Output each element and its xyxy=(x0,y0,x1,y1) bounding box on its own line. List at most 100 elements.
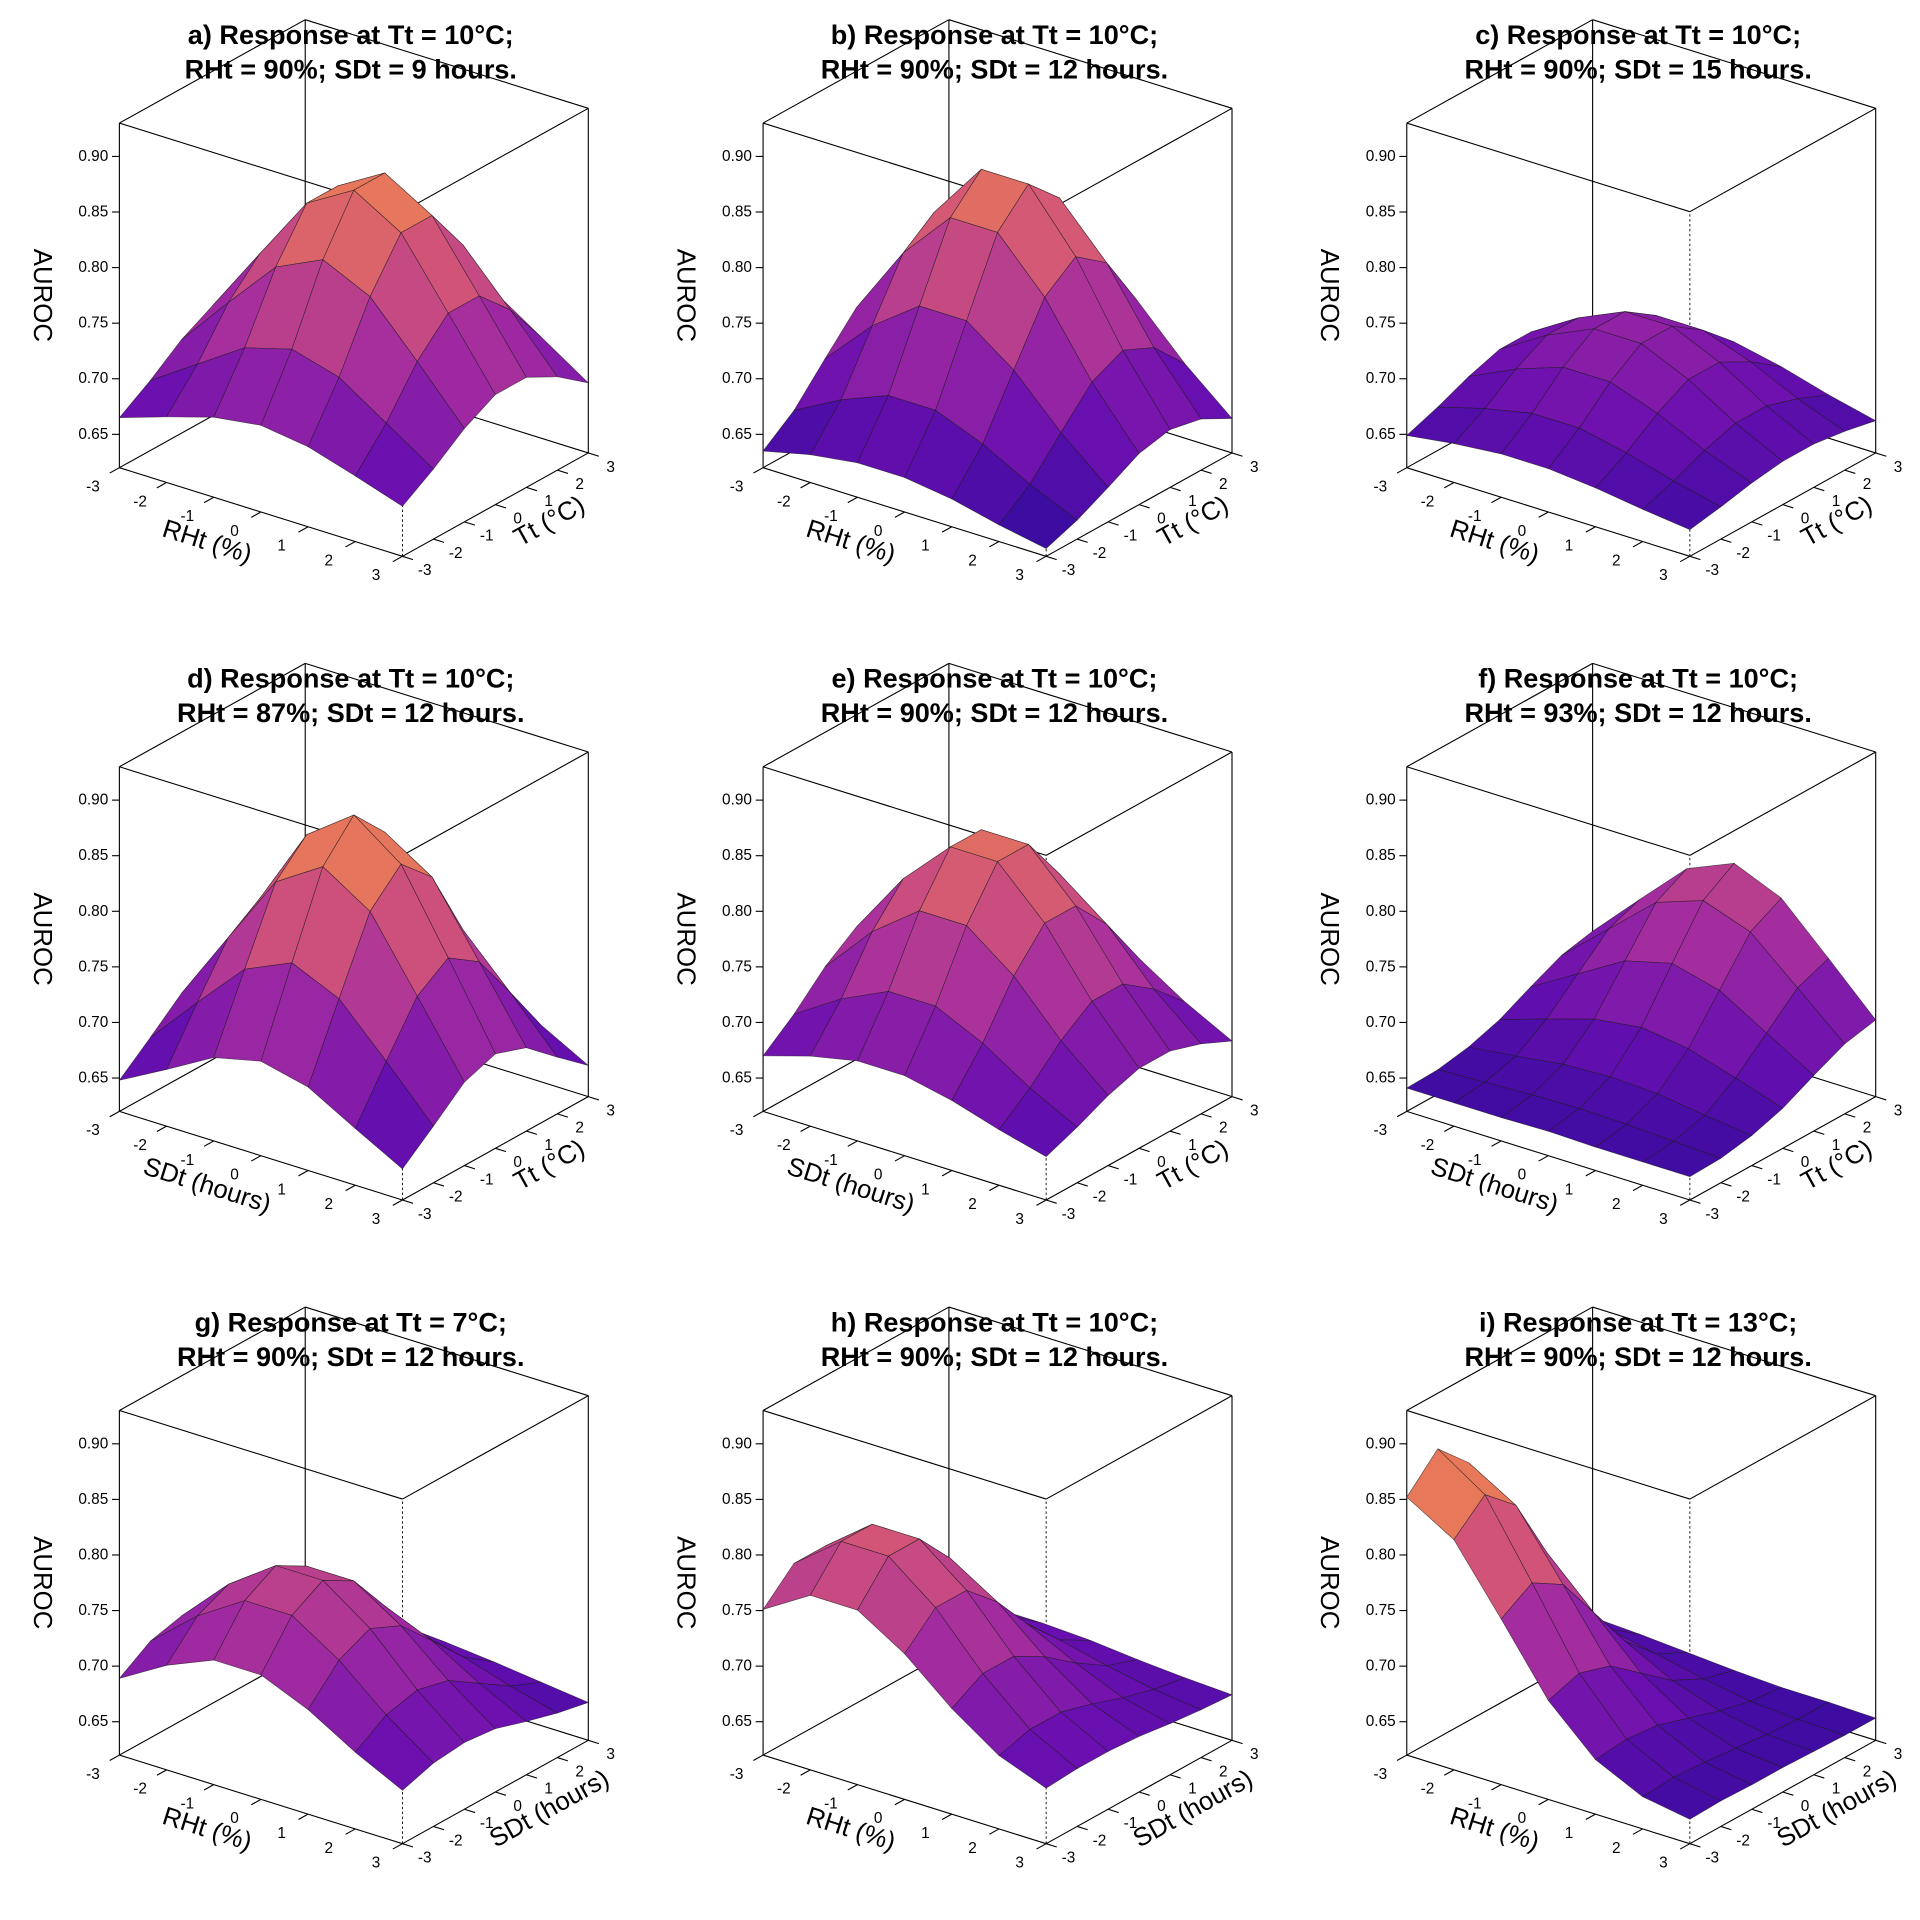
x-tick-label: -1 xyxy=(824,508,838,525)
y-tick-label: -3 xyxy=(1705,1206,1719,1223)
y-tick-label: -3 xyxy=(418,1206,432,1223)
y-tick-label: 2 xyxy=(1219,1120,1228,1137)
box-edge xyxy=(1406,19,1593,124)
y-tick-label: 3 xyxy=(1894,1746,1903,1763)
x-tick-label: 0 xyxy=(1518,1167,1527,1184)
x-tick xyxy=(109,1754,120,1761)
y-tick xyxy=(1076,538,1088,543)
y-tick xyxy=(557,1113,569,1118)
y-tick-label: 0 xyxy=(1801,1154,1810,1171)
y-tick xyxy=(1169,1774,1181,1779)
panel-title: i) Response at Tt = 13°C; xyxy=(1479,1306,1797,1337)
y-tick-label: -2 xyxy=(449,1189,463,1206)
y-tick xyxy=(495,504,507,509)
x-tick-label: 3 xyxy=(1659,1211,1668,1228)
panel-title: f) Response at Tt = 10°C; xyxy=(1478,663,1798,694)
y-tick xyxy=(1076,1182,1088,1187)
x-tick-label: 0 xyxy=(1518,523,1527,540)
panel-title: d) Response at Tt = 10°C; xyxy=(187,663,514,694)
y-axis-line xyxy=(1689,1739,1876,1845)
x-tick xyxy=(894,1155,905,1162)
y-axis-label: SDt (hours) xyxy=(485,1765,614,1854)
panel-title: c) Response at Tt = 10°C; xyxy=(1475,19,1801,50)
box-edge xyxy=(119,662,306,768)
z-axis-label: AUROC xyxy=(28,892,56,985)
y-tick-label: -3 xyxy=(1062,562,1076,579)
y-tick xyxy=(1045,1199,1057,1204)
x-tick xyxy=(250,1155,262,1162)
x-tick xyxy=(753,467,764,474)
x-tick-label: 3 xyxy=(1015,1211,1024,1228)
y-tick-label: -1 xyxy=(1767,528,1781,545)
y-tick-label: -3 xyxy=(1062,1850,1076,1867)
x-tick xyxy=(847,496,858,504)
y-tick xyxy=(1107,1808,1119,1814)
y-tick xyxy=(1169,486,1181,492)
x-tick xyxy=(1036,1199,1047,1206)
y-tick-label: -1 xyxy=(1767,1171,1781,1188)
z-tick-label: 0.90 xyxy=(1366,148,1396,165)
x-tick-label: -2 xyxy=(133,493,147,510)
y-tick xyxy=(557,469,569,474)
z-tick-label: 0.85 xyxy=(1366,1491,1396,1508)
y-tick xyxy=(1844,469,1856,474)
z-tick-label: 0.75 xyxy=(78,315,108,332)
x-tick-label: 3 xyxy=(372,1855,381,1872)
x-tick xyxy=(156,481,167,489)
z-tick-label: 0.75 xyxy=(78,1602,108,1619)
x-tick-label: 3 xyxy=(1659,567,1668,584)
y-tick xyxy=(1844,1757,1856,1762)
box-edge xyxy=(762,1409,1047,1500)
x-tick xyxy=(156,1769,167,1776)
x-tick-label: 1 xyxy=(921,1825,930,1842)
x-tick-label: 0 xyxy=(1518,1810,1527,1827)
z-tick-label: 0.85 xyxy=(78,1491,108,1508)
box-edge xyxy=(1689,751,1876,856)
z-tick-label: 0.80 xyxy=(722,1546,752,1563)
x-tick-label: -1 xyxy=(824,1152,838,1169)
y-tick-label: -3 xyxy=(1062,1206,1076,1223)
x-tick xyxy=(392,1199,403,1206)
box-edge xyxy=(1592,1306,1876,1397)
y-tick xyxy=(526,486,538,492)
y-tick xyxy=(1231,1096,1243,1101)
y-tick-label: 1 xyxy=(544,1781,553,1798)
x-tick-label: -1 xyxy=(180,508,194,525)
z-tick-label: 0.80 xyxy=(1366,1546,1396,1563)
box-edge xyxy=(1592,662,1876,753)
z-tick-label: 0.65 xyxy=(722,1070,752,1087)
x-tick-label: -2 xyxy=(777,493,791,510)
x-tick-label: -2 xyxy=(133,1137,147,1154)
x-tick xyxy=(1443,481,1455,489)
z-tick-label: 0.80 xyxy=(1366,259,1396,276)
z-tick-label: 0.65 xyxy=(78,426,108,443)
panel-title: RHt = 90%; SDt = 15 hours. xyxy=(1464,53,1811,84)
x-tick xyxy=(1491,1784,1502,1791)
x-axis-label: RHt (%) xyxy=(803,515,899,569)
y-tick xyxy=(1200,469,1212,474)
box-edge xyxy=(1406,1409,1691,1500)
x-axis-label: SDt (hours) xyxy=(1427,1153,1561,1219)
y-tick-label: 0 xyxy=(1801,510,1810,527)
y-tick-label: 2 xyxy=(575,476,584,493)
y-tick-label: 3 xyxy=(1894,459,1903,476)
z-tick-label: 0.90 xyxy=(1366,792,1396,809)
box-edge xyxy=(305,1306,589,1397)
box-edge xyxy=(1406,766,1691,856)
z-tick-label: 0.75 xyxy=(78,958,108,975)
y-tick xyxy=(1813,1774,1825,1779)
x-tick xyxy=(298,1813,309,1821)
x-tick-label: 2 xyxy=(325,552,334,569)
y-tick-label: -1 xyxy=(1124,528,1138,545)
x-tick-label: 2 xyxy=(1612,1196,1621,1213)
x-tick xyxy=(1679,1843,1691,1850)
z-axis-label: AUROC xyxy=(1315,249,1343,342)
y-tick xyxy=(1045,555,1057,561)
z-tick-label: 0.75 xyxy=(1366,315,1396,332)
y-tick-label: 3 xyxy=(1250,1102,1259,1119)
x-tick-label: -2 xyxy=(1421,493,1435,510)
y-tick-label: -2 xyxy=(1736,545,1750,562)
box-edge xyxy=(1045,107,1233,213)
z-tick-label: 0.85 xyxy=(1366,204,1396,221)
y-tick-label: 2 xyxy=(575,1763,584,1780)
